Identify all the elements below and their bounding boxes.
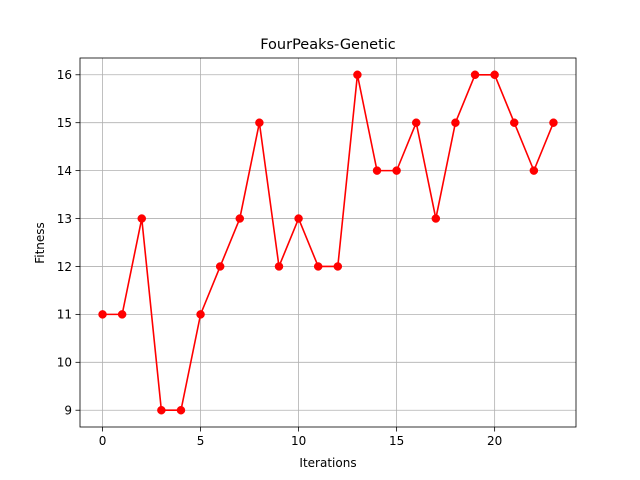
data-point <box>470 70 480 80</box>
data-point <box>451 118 460 127</box>
series-layer <box>98 70 558 415</box>
data-point <box>490 70 499 80</box>
data-point <box>313 262 323 271</box>
data-point <box>509 118 519 127</box>
data-point <box>98 310 107 319</box>
data-point <box>176 405 186 415</box>
y-tick-label: 9 <box>64 404 72 418</box>
y-tick-label: 16 <box>57 68 72 82</box>
y-tick-label: 15 <box>57 116 72 130</box>
y-axis-title: Fitness <box>33 222 47 264</box>
data-point <box>372 166 382 175</box>
data-point <box>294 214 303 223</box>
data-point <box>196 310 205 319</box>
grid-lines <box>80 58 576 427</box>
data-point <box>431 214 441 223</box>
data-point <box>333 262 343 271</box>
y-tick-label: 12 <box>57 260 72 274</box>
data-point <box>392 166 401 175</box>
data-point <box>117 310 127 319</box>
y-tick-label: 10 <box>57 356 72 370</box>
data-point <box>274 262 284 271</box>
x-tick-label: 10 <box>291 434 306 448</box>
data-point <box>215 262 225 271</box>
data-point <box>137 214 147 223</box>
data-point <box>549 118 558 127</box>
x-tick-label: 15 <box>389 434 404 448</box>
x-tick-label: 5 <box>197 434 205 448</box>
data-point <box>411 118 421 127</box>
plot-area-frame <box>79 57 577 428</box>
data-point <box>255 118 264 127</box>
data-point <box>235 214 245 223</box>
axes-frame <box>79 57 577 428</box>
y-tick-label: 11 <box>57 308 72 322</box>
x-tick-label: 20 <box>487 434 502 448</box>
y-tick-label: 13 <box>57 212 72 226</box>
x-tick-label: 0 <box>99 434 107 448</box>
x-axis-title: Iterations <box>299 456 356 470</box>
y-tick-label: 14 <box>57 164 72 178</box>
data-point <box>529 166 539 175</box>
series-line <box>102 73 555 412</box>
chart-title: FourPeaks-Genetic <box>260 37 396 53</box>
axis-ticks: 0 5 10 15 20 9 10 11 12 13 14 15 16 <box>57 68 503 448</box>
data-point <box>353 70 362 80</box>
data-point <box>157 405 166 415</box>
